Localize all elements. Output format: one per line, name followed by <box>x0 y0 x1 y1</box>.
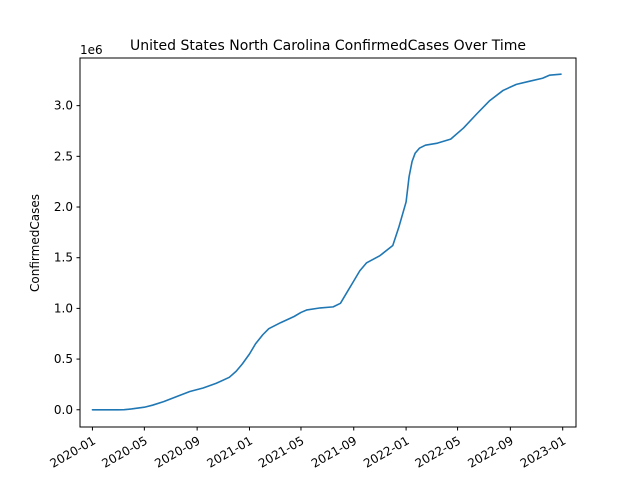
x-tick-label: 2020-01 <box>48 433 98 470</box>
x-tick-label: 2021-01 <box>205 433 255 470</box>
x-tick-label: 2020-05 <box>99 433 149 470</box>
x-tick-label: 2020-09 <box>152 433 202 470</box>
x-tick-label: 2023-01 <box>518 433 568 470</box>
axes-frame <box>79 57 577 428</box>
y-axis-label: ConfirmedCases <box>28 194 42 292</box>
y-tick-label: 2.5 <box>54 149 73 163</box>
y-tick-label: 3.0 <box>54 99 73 113</box>
y-offset-text: 1e6 <box>80 43 103 57</box>
x-tick-label: 2022-01 <box>361 433 411 470</box>
x-tick-label: 2021-05 <box>256 433 306 470</box>
series-line <box>91 73 562 411</box>
y-tick-label: 0.0 <box>54 403 73 417</box>
plot-area: 0.0 0.5 1.0 1.5 2.0 2.5 3.0 2020-01 2020-05 2020-… <box>48 57 577 471</box>
y-tick-label: 0.5 <box>54 352 73 366</box>
y-tick-label: 1.5 <box>54 251 73 265</box>
x-tick-label: 2022-05 <box>413 433 463 470</box>
chart-title: United States North Carolina ConfirmedCa… <box>130 38 526 54</box>
y-tick-label: 1.0 <box>54 301 73 315</box>
x-tick-label: 2022-09 <box>465 433 515 470</box>
x-tick-label: 2021-09 <box>309 433 359 470</box>
y-tick-label: 2.0 <box>54 200 73 214</box>
